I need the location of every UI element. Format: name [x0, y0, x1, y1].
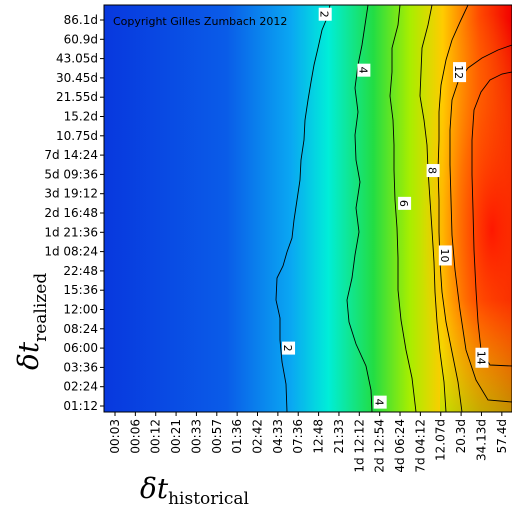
y-axis-label-symbol: δt — [12, 341, 45, 370]
y-tick-label: 15:36 — [63, 283, 98, 297]
contour-label-background — [453, 62, 467, 83]
x-axis-label: δthistorical — [140, 472, 249, 509]
y-tick-label: 06:00 — [63, 341, 98, 355]
y-axis-label-subscript: realized — [31, 273, 51, 342]
x-tick-label: 7d 04:12 — [413, 419, 427, 473]
contour-label-text: 2 — [281, 345, 294, 352]
contour-label-background — [318, 7, 332, 21]
copyright-text: Copyright Gilles Zumbach 2012 — [113, 15, 287, 28]
contour-label-4: 4 — [356, 63, 371, 77]
x-tick-label: 00:21 — [169, 419, 183, 454]
x-tick-label: 34.13d — [474, 419, 488, 461]
x-tick-label: 2d 12:54 — [373, 419, 387, 473]
x-axis-label-subscript: historical — [168, 489, 249, 509]
x-tick-label: 57.4d — [495, 419, 509, 453]
x-tick-label: 21:33 — [332, 419, 346, 454]
x-tick-label: 12:48 — [312, 419, 326, 454]
contour-line-12 — [449, 44, 512, 403]
y-tick-label: 01:12 — [63, 399, 98, 413]
x-tick-label: 20.3d — [454, 419, 468, 453]
plot-area: 2 2 4 4 6 8 10 12 14 — [104, 5, 512, 412]
x-tick-label: 12.07d — [434, 419, 448, 461]
plot-frame — [103, 4, 512, 413]
contour-label-10: 10 — [438, 245, 452, 266]
x-tick-label: 1d 12:12 — [352, 419, 366, 473]
y-tick-label: 02:24 — [63, 380, 98, 394]
contour-label-4: 4 — [373, 395, 387, 409]
y-tick-label: 08:24 — [63, 322, 98, 336]
x-tick-label: 4d 06:24 — [393, 419, 407, 473]
y-tick-label: 3d 19:12 — [44, 187, 98, 201]
y-tick-label: 1d 08:24 — [44, 245, 98, 259]
y-tick-label: 10.75d — [56, 129, 98, 143]
contour-line-14 — [471, 71, 512, 367]
contour-labels: 2 2 4 4 6 8 10 12 14 — [281, 7, 489, 409]
y-tick-label: 30.45d — [56, 71, 98, 85]
y-tick-label: 2d 16:48 — [44, 206, 98, 220]
x-tick-label: 07:36 — [291, 419, 305, 454]
x-tick-label: 00:03 — [108, 419, 122, 454]
contour-label-text: 4 — [356, 67, 369, 74]
y-axis-label: δtrealized — [12, 273, 51, 370]
contour-label-8: 8 — [426, 164, 440, 178]
x-tick-label: 00:12 — [149, 419, 163, 454]
contour-label-text: 12 — [452, 65, 465, 79]
x-axis-label-symbol: δt — [140, 472, 169, 505]
contour-label-text: 14 — [474, 351, 487, 365]
y-tick-label: 5d 09:36 — [44, 167, 98, 181]
contour-label-text: 4 — [373, 399, 386, 406]
x-tick-label: 00:06 — [128, 419, 142, 454]
contour-label-text: 2 — [318, 11, 331, 18]
y-tick-label: 60.9d — [64, 32, 98, 46]
contour-label-text: 6 — [397, 200, 410, 207]
contour-line-6 — [389, 5, 417, 412]
contour-line-10 — [437, 5, 469, 412]
contour-label-12: 12 — [452, 62, 467, 83]
contour-label-background — [475, 347, 489, 368]
contour-line-8 — [419, 5, 447, 412]
x-tick-label: 04:33 — [271, 419, 285, 454]
x-tick-label: 00:57 — [210, 419, 224, 454]
contour-label-background — [282, 341, 296, 355]
contour-label-2: 2 — [318, 7, 332, 21]
contour-label-6: 6 — [397, 196, 412, 210]
y-tick-label: 03:36 — [63, 360, 98, 374]
x-tick-label: 00:33 — [189, 419, 203, 454]
y-tick-label: 43.05d — [56, 52, 98, 66]
contour-label-text: 8 — [426, 167, 439, 174]
x-tick-label: 02:42 — [251, 419, 265, 454]
contour-label-text: 10 — [438, 248, 451, 262]
contour-label-14: 14 — [474, 347, 489, 368]
y-tick-label: 15.2d — [64, 110, 98, 124]
contour-label-background — [438, 245, 452, 266]
y-tick-label: 22:48 — [63, 264, 98, 278]
x-tick-label: 01:36 — [230, 419, 244, 454]
contour-label-background — [373, 395, 387, 409]
y-tick-label: 7d 14:24 — [44, 148, 98, 162]
contour-label-2: 2 — [281, 341, 296, 355]
contour-label-background — [426, 164, 440, 178]
y-tick-label: 12:00 — [63, 303, 98, 317]
contour-label-background — [357, 63, 371, 77]
contour-label-background — [398, 196, 412, 210]
x-axis-ticks: 00:03 00:06 00:12 00:21 00:33 00:57 01:36 02:42… — [108, 412, 509, 473]
y-tick-label: 86.1d — [64, 13, 98, 27]
y-axis-ticks: 01:12 02:24 03:36 06:00 08:24 12:00 15:36 22:48… — [44, 13, 104, 413]
contour-line-2 — [275, 5, 331, 412]
y-tick-label: 21.55d — [56, 90, 98, 104]
y-tick-label: 1d 21:36 — [44, 225, 98, 239]
